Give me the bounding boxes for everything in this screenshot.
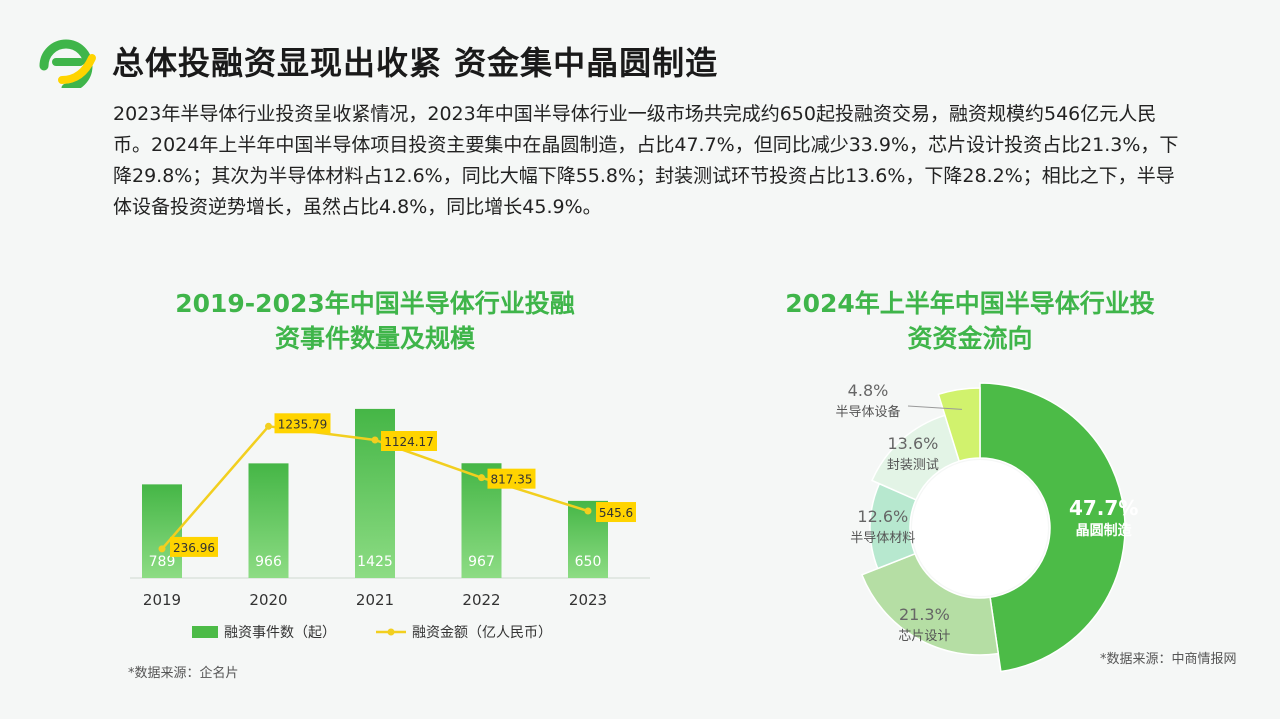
line-label-box xyxy=(487,468,536,489)
legend-line-marker xyxy=(387,628,395,636)
donut-name-label: 半导体材料 xyxy=(850,531,915,546)
donut-slice-4 xyxy=(937,387,981,463)
line-point xyxy=(371,436,379,444)
investment-combo-chart: 789 2019 966 2020 1425 2021 967 2022 650 2023 236.… xyxy=(130,408,650,641)
intro-paragraph: 2023年半导体行业投资呈收紧情况，2023年中国半导体行业一级市场共完成约65… xyxy=(113,103,1179,218)
bar-value-label: 967 xyxy=(468,554,495,570)
legend-label-bar: 融资事件数（起） xyxy=(224,625,336,641)
line-point xyxy=(478,474,485,482)
bar-chart-title: 2019-2023年中国半导体行业投融资事件数量及规模 xyxy=(175,289,575,353)
donut-name-label: 半导体设备 xyxy=(835,404,900,420)
donut-slice-1 xyxy=(860,552,1000,656)
x-tick-label: 2021 xyxy=(356,591,394,609)
line-label-box xyxy=(170,536,218,557)
x-tick-label: 2020 xyxy=(249,591,287,609)
donut-value-label: 12.6% xyxy=(857,507,908,526)
ef-leaf-logo-icon xyxy=(39,39,96,88)
bar-value-label: 650 xyxy=(575,554,602,570)
line-point xyxy=(584,507,592,515)
legend-label-line: 融资金额（亿人民币） xyxy=(412,625,552,641)
donut-slice-0 xyxy=(979,382,1126,673)
x-tick-label: 2023 xyxy=(569,591,607,609)
donut-name-label: 封装测试 xyxy=(887,458,939,473)
donut-name-label: 芯片设计 xyxy=(898,629,950,644)
bar-2020 xyxy=(248,463,289,578)
line-label-box xyxy=(596,502,636,523)
legend-swatch-bar xyxy=(192,626,218,638)
bar-value-label: 789 xyxy=(149,554,176,570)
leader-line xyxy=(907,405,963,410)
donut-value-label: 21.3% xyxy=(899,605,950,624)
line-value-label: 1235.79 xyxy=(278,417,328,431)
line-label-box xyxy=(274,413,331,434)
line-value-label: 236.96 xyxy=(173,541,215,555)
donut-value-label: 13.6% xyxy=(888,434,939,453)
left-source-note: *数据来源：企名片 xyxy=(128,666,239,681)
line-point xyxy=(158,545,166,553)
x-tick-label: 2022 xyxy=(462,591,500,609)
bar-value-label: 1425 xyxy=(357,554,393,570)
donut-value-label: 47.7% xyxy=(1069,496,1138,520)
x-tick-label: 2019 xyxy=(143,591,181,609)
donut-value-label: 4.8% xyxy=(848,381,889,400)
line-value-label: 817.35 xyxy=(491,473,533,487)
bar-value-label: 966 xyxy=(255,554,282,570)
line-value-label: 545.6 xyxy=(599,506,633,520)
donut-chart-title: 2024年上半年中国半导体行业投资资金流向 xyxy=(785,289,1155,353)
bar-2019 xyxy=(142,484,182,578)
donut-name-label: 晶圆制造 xyxy=(1076,522,1132,539)
right-source-note: *数据来源：中商情报网 xyxy=(1100,652,1237,667)
line-value-label: 1124.17 xyxy=(384,435,434,449)
line-label-box xyxy=(381,430,437,451)
line-point xyxy=(265,422,272,430)
donut-hole xyxy=(912,460,1048,596)
fund-flow-donut-chart: 47.7% 晶圆制造 21.3% 芯片设计 12.6% 半导体材料 13.6% 封装测试 4.8… xyxy=(835,381,1138,673)
page-title: 总体投融资显现出收紧 资金集中晶圆制造 xyxy=(112,44,719,82)
